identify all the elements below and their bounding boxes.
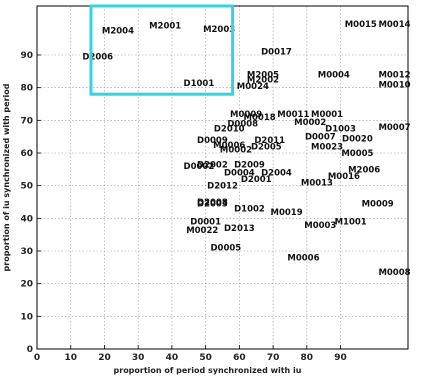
point-label: M0006 (287, 254, 319, 264)
point-label: D2012 (207, 182, 238, 192)
x-axis-label: proportion of period synchronized with i… (114, 366, 302, 375)
x-tick-label: 10 (64, 353, 77, 363)
point-label: D0002 (184, 162, 215, 172)
point-label: D2006 (82, 53, 113, 63)
point-label: M0002 (220, 146, 252, 156)
point-label: M2003 (203, 25, 235, 35)
point-label: M0016 (328, 172, 360, 182)
x-tick-label: 60 (233, 353, 246, 363)
axis-ticks: 0 10 20 30 40 50 60 70 80 90 0 10 20 30 40 50 60 70 80 90 (20, 51, 346, 363)
point-label: M2002 (247, 76, 279, 86)
y-tick-label: 10 (20, 312, 33, 322)
point-label: M0007 (378, 123, 410, 133)
point-label: M0022 (186, 226, 218, 236)
point-label: M0004 (318, 71, 350, 81)
point-label: M0001 (311, 110, 343, 120)
point-label: D0017 (261, 48, 292, 58)
point-label: M0018 (244, 113, 276, 123)
y-tick-label: 0 (27, 345, 33, 355)
y-tick-label: 40 (20, 214, 33, 224)
point-label: D2001 (241, 175, 272, 185)
point-label: D0001 (190, 218, 221, 228)
x-tick-label: 20 (98, 353, 111, 363)
point-label: D2013 (224, 224, 255, 234)
highlight-box (89, 4, 235, 96)
y-axis-label: proportion of iu synchronized with perio… (2, 83, 11, 271)
point-label: D2011 (254, 136, 285, 146)
point-label: M0003 (304, 221, 336, 231)
grid-lines (37, 6, 408, 349)
y-tick-label: 90 (20, 51, 33, 61)
point-label: M1001 (335, 218, 367, 228)
point-label: D0020 (342, 134, 373, 144)
point-label: D2002 (197, 160, 228, 170)
point-label: D2010 (214, 125, 245, 135)
point-label: D2008 (197, 198, 228, 208)
point-label: M0006 (213, 141, 245, 151)
point-label: D0004 (224, 169, 255, 179)
point-label: M2004 (102, 27, 134, 37)
point-label: M0009 (362, 200, 394, 210)
point-label: D0005 (211, 244, 242, 254)
point-label: M0015 (345, 20, 377, 30)
y-tick-label: 60 (20, 149, 33, 159)
y-tick-label: 80 (20, 84, 33, 94)
point-label: D2003 (197, 200, 228, 210)
point-label: M0014 (378, 20, 410, 30)
point-label: D2004 (261, 169, 292, 179)
point-label: D0008 (227, 120, 258, 130)
point-label: M0024 (237, 82, 269, 92)
x-tick-label: 90 (334, 353, 347, 363)
point-label: D0009 (197, 136, 228, 146)
x-tick-label: 30 (132, 353, 145, 363)
point-label: D2009 (234, 160, 265, 170)
point-label: M0002 (294, 118, 326, 128)
point-label: M0010 (378, 80, 410, 90)
point-label: M0008 (378, 268, 410, 278)
x-tick-label: 80 (301, 353, 314, 363)
y-tick-label: 30 (20, 247, 33, 257)
x-tick-label: 70 (267, 353, 280, 363)
point-label: D2005 (251, 142, 282, 152)
point-label: M2005 (247, 71, 279, 81)
data-points: M2001 M2004 M2003 D2006 D1001 M0015 M0014 D0017… (82, 20, 410, 278)
point-label: M2001 (149, 22, 181, 32)
point-label: D1002 (234, 205, 265, 215)
point-label: M0011 (277, 110, 309, 120)
y-tick-label: 20 (20, 280, 33, 290)
point-label: M0009 (230, 110, 262, 120)
x-tick-label: 0 (34, 353, 40, 363)
x-tick-label: 40 (166, 353, 179, 363)
point-label: M0019 (271, 208, 303, 218)
point-label: M0005 (341, 149, 373, 159)
y-tick-label: 70 (20, 116, 33, 126)
x-tick-label: 50 (199, 353, 212, 363)
point-label: D0007 (305, 133, 336, 143)
point-label: M2006 (348, 165, 380, 175)
point-label: M0012 (378, 71, 410, 81)
y-tick-label: 50 (20, 182, 33, 192)
point-label: M0023 (311, 142, 343, 152)
point-label: D1003 (325, 125, 356, 135)
point-label: M0013 (301, 178, 333, 188)
point-label: D1001 (184, 79, 215, 89)
